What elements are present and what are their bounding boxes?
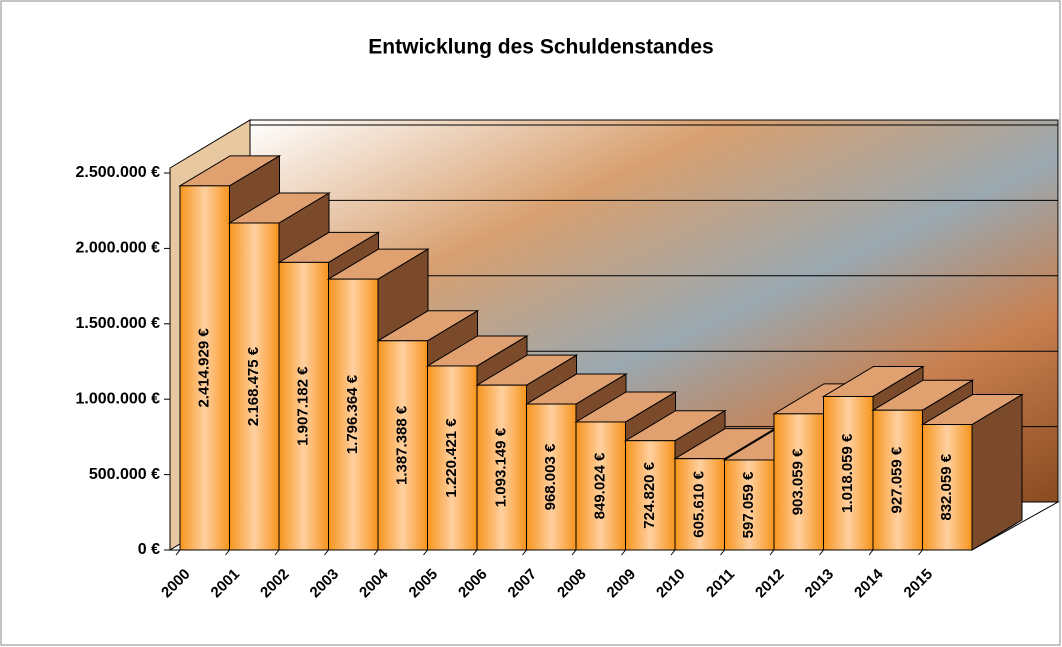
value-label: 724.820 €: [641, 461, 658, 528]
bar: [526, 403, 577, 551]
x-tick: [868, 549, 874, 556]
value-label: 605.610 €: [691, 470, 708, 537]
value-label: 1.796.364 €: [344, 374, 361, 454]
y-tick-label: 2.500.000 €: [75, 164, 160, 181]
x-tick-label: 2006: [455, 566, 491, 602]
bar: [229, 222, 280, 551]
y-tick-label: 2.000.000 €: [75, 240, 160, 257]
value-label: 903.059 €: [790, 448, 807, 515]
x-tick-label: 2012: [752, 566, 788, 602]
value-label: 1.093.149 €: [493, 427, 510, 507]
value-label: 2.168.475 €: [245, 346, 262, 426]
y-tick-label: 500.000 €: [89, 466, 160, 483]
bar: [278, 261, 329, 551]
x-tick-label: 2011: [703, 566, 738, 601]
bar: [625, 440, 676, 551]
x-tick: [819, 549, 824, 556]
x-tick: [720, 549, 725, 556]
value-label: 1.220.421 €: [443, 418, 460, 498]
x-tick-label: 2007: [505, 566, 541, 602]
y-tick-label: 1.500.000 €: [75, 315, 160, 332]
x-tick: [769, 549, 775, 556]
x-tick-label: 2000: [158, 566, 194, 602]
bar: [575, 421, 626, 551]
x-tick: [274, 549, 280, 556]
x-tick-label: 2003: [307, 566, 343, 602]
bar: [377, 340, 428, 551]
x-tick-label: 2010: [653, 566, 689, 602]
x-tick-label: 2001: [208, 566, 244, 602]
value-label: 2.414.929 €: [196, 328, 213, 408]
x-tick: [175, 549, 181, 556]
x-tick-label: 2005: [406, 566, 442, 602]
chart-title: Entwicklung des Schuldenstandes: [368, 36, 713, 59]
bar: [724, 459, 775, 551]
x-tick-label: 2015: [901, 566, 937, 602]
x-tick-label: 2004: [356, 565, 392, 601]
x-tick: [423, 549, 428, 556]
bar: [328, 278, 379, 551]
bar: [773, 413, 824, 551]
x-tick-label: 2009: [604, 566, 640, 602]
x-tick: [225, 549, 230, 556]
x-tick: [621, 549, 626, 556]
bar: [179, 185, 230, 551]
y-tick-label: 0 €: [138, 541, 160, 558]
value-label: 832.059 €: [938, 453, 955, 520]
value-label: 927.059 €: [889, 446, 906, 513]
value-label: 1.387.388 €: [394, 405, 411, 485]
value-label: 849.024 €: [592, 452, 609, 519]
plot-area: 0 € 500.000 € 1.000.000 € 1.500.000 € 2.000.…: [75, 119, 1060, 602]
bar: [823, 395, 874, 551]
x-tick: [522, 549, 527, 556]
value-label: 968.003 €: [542, 443, 559, 510]
x-tick: [918, 549, 923, 556]
x-tick: [373, 549, 379, 556]
x-tick: [670, 549, 676, 556]
x-tick: [324, 549, 329, 556]
x-tick-label: 2013: [802, 566, 838, 602]
bar: [872, 409, 923, 551]
y-tick-label: 1.000.000 €: [75, 390, 160, 407]
value-label: 1.907.182 €: [295, 366, 312, 446]
value-label: 597.059 €: [740, 471, 757, 538]
value-label: 1.018.059 €: [839, 433, 856, 513]
x-tick-label: 2014: [851, 565, 887, 601]
x-tick: [472, 549, 478, 556]
x-tick: [571, 549, 577, 556]
bar: [922, 424, 973, 551]
x-tick-label: 2002: [257, 566, 293, 602]
x-tick-label: 2008: [554, 566, 590, 602]
